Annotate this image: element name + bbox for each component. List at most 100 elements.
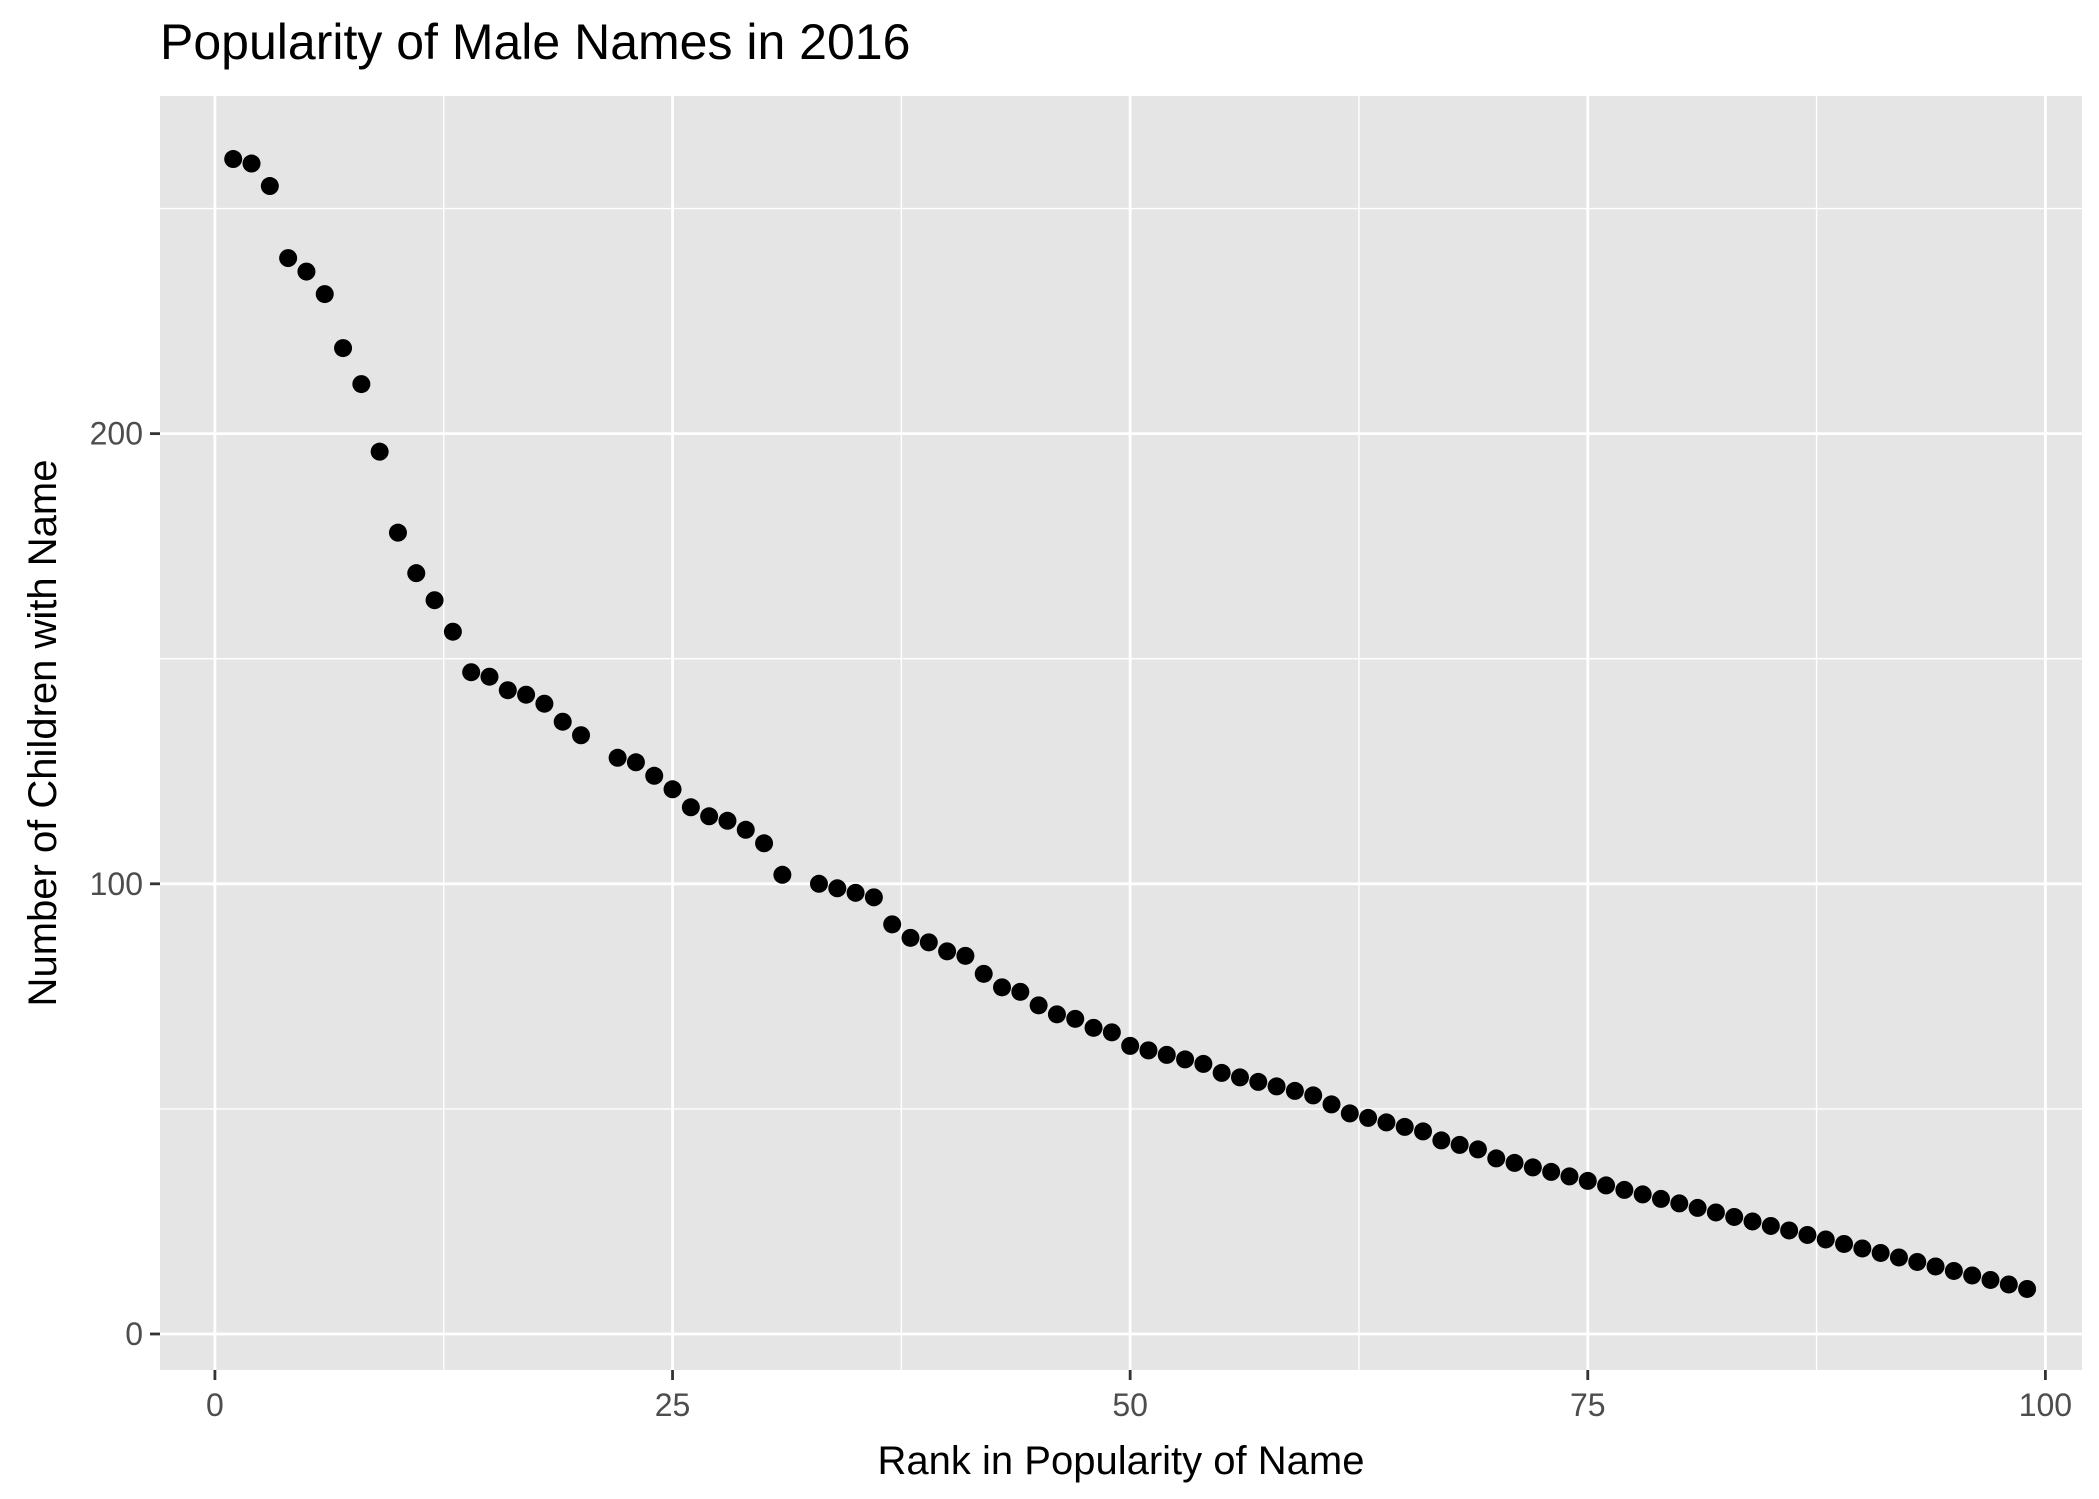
data-point [1560,1167,1579,1186]
data-point [809,874,828,893]
chart-title: Popularity of Male Names in 2016 [160,14,910,70]
data-point [1176,1050,1195,1069]
data-point [681,798,700,817]
y-tick-label: 0 [125,1316,143,1352]
data-point [1651,1189,1670,1208]
data-point [279,249,298,268]
data-point [553,712,572,731]
data-point [1542,1162,1561,1181]
data-point [1340,1104,1359,1123]
data-point [370,442,389,461]
data-point [1816,1230,1835,1249]
y-tick-label: 200 [90,416,143,452]
y-axis-tick-labels: 0 100 200 [90,416,143,1352]
data-point [260,177,279,196]
data-point [1359,1108,1378,1127]
data-point [1212,1063,1231,1082]
data-point [1633,1185,1652,1204]
data-point [1615,1180,1634,1199]
x-tick-label: 25 [655,1387,691,1423]
data-point [535,694,554,713]
data-point [993,978,1012,997]
data-point [919,933,938,952]
data-point [1121,1036,1140,1055]
data-point [938,942,957,961]
data-point [773,865,792,884]
data-point [1908,1252,1927,1271]
data-point [1377,1113,1396,1132]
data-point [700,807,719,826]
data-point [1102,1023,1121,1042]
data-point [498,681,517,700]
data-point [334,339,353,358]
y-axis-title: Number of Children with Name [21,460,65,1007]
data-point [1487,1149,1506,1168]
data-point [645,766,664,785]
data-point [755,834,774,853]
data-point [626,753,645,772]
data-point [1523,1158,1542,1177]
x-tick-label: 100 [2019,1387,2072,1423]
data-point [1670,1194,1689,1213]
plot-panel [160,96,2082,1370]
data-point [2018,1279,2037,1298]
data-point [443,622,462,641]
data-point [1505,1153,1524,1172]
data-point [883,915,902,934]
data-point [1889,1248,1908,1267]
data-point [517,685,536,704]
data-point [388,523,407,542]
data-point [1047,1005,1066,1024]
data-point [1084,1018,1103,1037]
data-point [1926,1257,1945,1276]
data-point [480,667,499,686]
data-point [297,262,316,281]
data-point [1597,1176,1616,1195]
data-point [1450,1135,1469,1154]
minor-gridlines [160,96,2082,1370]
x-tick-label: 75 [1570,1387,1606,1423]
data-point [1944,1261,1963,1280]
data-point [864,888,883,907]
data-point [1963,1266,1982,1285]
data-point [663,780,682,799]
data-point [1029,996,1048,1015]
data-point [1267,1077,1286,1096]
data-point [1468,1140,1487,1159]
data-point [1835,1234,1854,1253]
data-point [1395,1117,1414,1136]
data-point [846,883,865,902]
axis-ticks [150,432,2047,1380]
data-point [1706,1203,1725,1222]
data-point [1139,1041,1158,1060]
data-point [828,879,847,898]
data-point [1432,1131,1451,1150]
data-point [425,591,444,610]
x-axis-tick-labels: 0 25 50 75 100 [206,1387,2072,1423]
data-point [1066,1009,1085,1028]
data-point [974,964,993,983]
data-point [462,663,481,682]
x-tick-label: 50 [1112,1387,1148,1423]
data-point [1798,1225,1817,1244]
data-point [1414,1122,1433,1141]
data-point [1322,1095,1341,1114]
data-point [407,564,426,583]
data-point [1761,1216,1780,1235]
data-point [315,285,334,304]
data-point [1999,1275,2018,1294]
data-point [1743,1212,1762,1231]
data-point [1688,1198,1707,1217]
data-point [718,811,737,830]
data-point [1780,1221,1799,1240]
data-point [608,748,627,767]
y-tick-label: 100 [90,866,143,902]
data-points [224,150,2037,1298]
data-point [1853,1239,1872,1258]
x-tick-label: 0 [206,1387,224,1423]
data-point [1725,1207,1744,1226]
data-point [224,150,243,169]
x-axis-title: Rank in Popularity of Name [878,1439,1365,1483]
data-point [1230,1068,1249,1087]
